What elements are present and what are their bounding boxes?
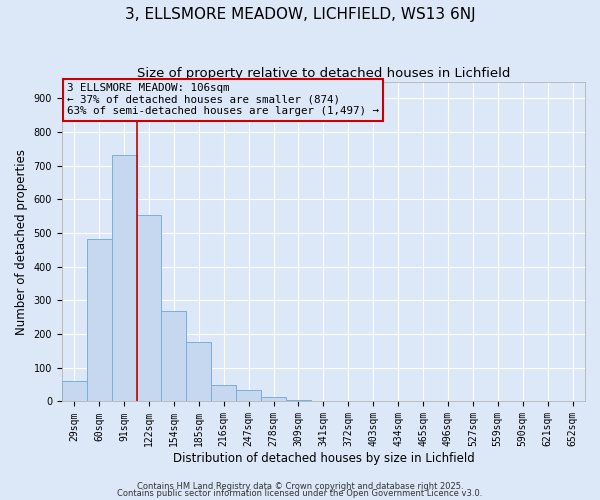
- Bar: [261, 397, 286, 402]
- Bar: [112, 154, 137, 402]
- Bar: [286, 400, 311, 402]
- Bar: [137, 215, 161, 402]
- Bar: [211, 384, 236, 402]
- Bar: [161, 310, 187, 402]
- Title: Size of property relative to detached houses in Lichfield: Size of property relative to detached ho…: [137, 68, 510, 80]
- Text: Contains public sector information licensed under the Open Government Licence v3: Contains public sector information licen…: [118, 489, 482, 498]
- Text: 3, ELLSMORE MEADOW, LICHFIELD, WS13 6NJ: 3, ELLSMORE MEADOW, LICHFIELD, WS13 6NJ: [125, 8, 475, 22]
- Bar: [236, 390, 261, 402]
- Bar: [62, 382, 86, 402]
- Bar: [86, 238, 112, 402]
- Bar: [187, 342, 211, 402]
- Text: Contains HM Land Registry data © Crown copyright and database right 2025.: Contains HM Land Registry data © Crown c…: [137, 482, 463, 491]
- X-axis label: Distribution of detached houses by size in Lichfield: Distribution of detached houses by size …: [173, 452, 474, 465]
- Y-axis label: Number of detached properties: Number of detached properties: [15, 148, 28, 334]
- Text: 3 ELLSMORE MEADOW: 106sqm
← 37% of detached houses are smaller (874)
63% of semi: 3 ELLSMORE MEADOW: 106sqm ← 37% of detac…: [67, 84, 379, 116]
